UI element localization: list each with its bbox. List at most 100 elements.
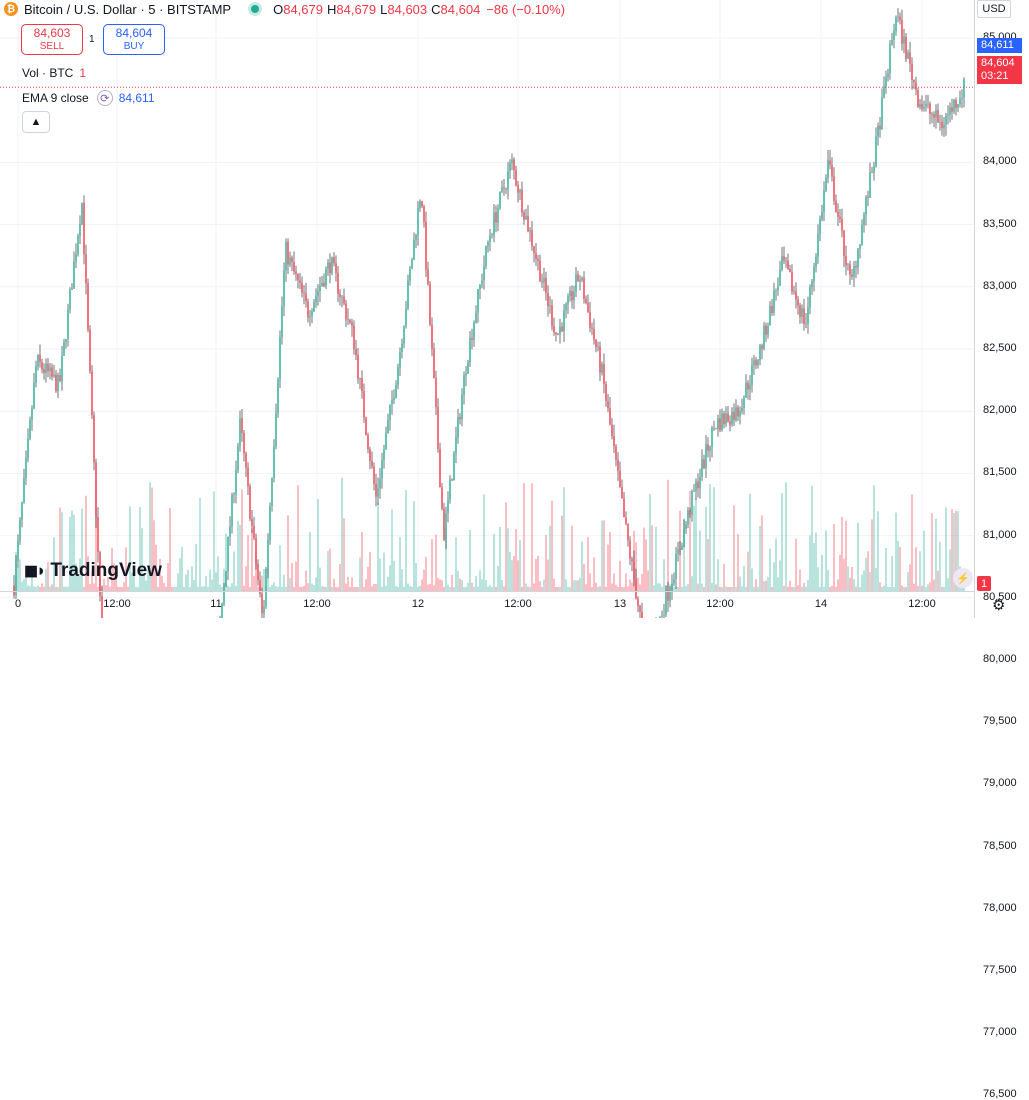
volume-bar [143,575,145,591]
candle-up [959,98,961,105]
price-tick-label: 76,500 [983,1088,1017,1100]
volume-bar [909,564,911,591]
candle-down [619,470,621,487]
volume-bar [677,587,679,591]
volume-bar [249,586,251,591]
volume-bar [689,490,691,591]
tradingview-logo[interactable]: ◼◗ TradingView [24,560,162,582]
volume-bar [203,586,205,591]
volume-bar [897,540,899,591]
volume-study-label: Vol · BTC [22,66,74,80]
candle-up [853,265,855,277]
candle-down [471,338,473,340]
volume-bar [217,556,219,591]
candle-up [519,189,521,193]
volume-bar [551,500,553,591]
volume-bar [389,565,391,591]
volume-bar [835,586,837,591]
candle-up [465,373,467,376]
candle-up [27,438,29,459]
volume-bar [703,587,705,591]
volume-bar [405,490,407,591]
volume-bar [145,580,147,591]
candle-down [333,257,335,264]
volume-bar [903,586,905,591]
candle-up [409,269,411,281]
volume-bar [109,586,111,591]
volume-bar [253,575,255,591]
buy-button[interactable]: 84,604 BUY [103,24,165,55]
volume-bar [347,576,349,591]
volume-bar [795,538,797,591]
volume-bar [947,578,949,591]
volume-bar [263,569,265,591]
volume-bar [607,544,609,591]
candle-up [273,446,275,478]
volume-bar [75,563,77,591]
currency-selector[interactable]: USD [977,0,1011,18]
candle-down [51,367,53,377]
volume-bar [489,585,491,591]
volume-bar [485,579,487,591]
volume-bar [817,567,819,591]
candle-up [63,341,65,356]
volume-bar [615,584,617,591]
candle-down [937,110,939,123]
volume-study-legend[interactable]: Vol · BTC 1 [22,66,86,80]
volume-bar [473,586,475,591]
candle-up [925,103,927,107]
candle-up [315,295,317,303]
volume-bar [37,585,39,591]
candle-down [839,216,841,219]
volume-bar [821,554,823,591]
volume-bar [463,587,465,591]
lightning-icon[interactable]: ⚡ [953,568,973,588]
candle-up [857,248,859,268]
candle-down [611,424,613,436]
volume-bar [85,495,87,591]
candle-down [425,221,427,270]
event-count-badge[interactable]: 1 [977,576,991,591]
volume-bar [379,558,381,591]
candle-up [775,290,777,291]
ema-study-legend[interactable]: EMA 9 close ⟳ 84,611 [22,90,155,106]
candle-down [303,292,305,294]
candle-down [255,537,257,564]
price-chart[interactable] [0,0,1029,618]
candle-down [723,413,725,425]
volume-bar [183,586,185,591]
candle-down [535,253,537,259]
sell-button[interactable]: 84,603 SELL [21,24,83,55]
volume-bar [487,586,489,591]
volume-bar [241,489,243,591]
volume-bar [273,582,275,591]
settings-gear-icon[interactable]: ⚙ [992,597,1006,614]
candle-down [637,598,639,606]
collapse-legend-button[interactable]: ▲ [22,111,50,133]
volume-bar [503,586,505,591]
symbol-title[interactable]: Bitcoin / U.S. Dollar · 5 · BITSTAMP [24,1,232,17]
volume-bar [731,586,733,591]
volume-bar [725,586,727,591]
candle-down [523,212,525,220]
volume-bar [169,507,171,591]
volume-bar [17,569,19,591]
volume-bar [961,587,963,591]
volume-bar [513,555,515,591]
candle-up [53,374,55,377]
volume-histogram [13,477,965,591]
volume-bar [335,587,337,591]
time-axis[interactable]: 0 12:00 11 12:00 12 12:00 13 12:00 14 12:00 [0,591,974,619]
symbol-legend[interactable]: ₿ Bitcoin / U.S. Dollar · 5 · BITSTAMP O… [0,0,565,18]
candle-down [901,20,903,44]
volume-bar [529,586,531,591]
volume-bar [361,531,363,591]
candle-up [229,526,231,537]
candle-up [735,407,737,421]
volume-bar [719,586,721,591]
candle-up [675,553,677,580]
candle-up [963,79,965,98]
price-axis[interactable]: 85,000 84,000 83,500 83,000 82,500 82,000 81,5… [974,0,1029,1100]
volume-bar [479,570,481,591]
candle-up [69,289,71,310]
